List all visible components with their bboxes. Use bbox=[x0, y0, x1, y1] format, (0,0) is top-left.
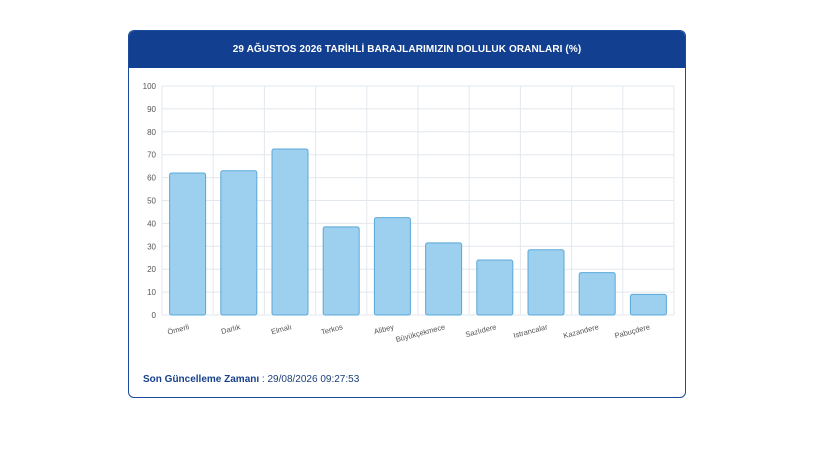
x-tick-label: Darlık bbox=[220, 322, 241, 336]
last-update-label: Son Güncelleme Zamanı bbox=[143, 374, 260, 385]
bar bbox=[527, 249, 565, 316]
y-tick-label: 20 bbox=[147, 265, 156, 274]
x-tick-label: Kazandere bbox=[562, 322, 599, 340]
y-tick-label: 30 bbox=[147, 242, 156, 251]
y-tick-label: 50 bbox=[147, 197, 156, 206]
x-tick-label: Büyükçekmece bbox=[395, 322, 446, 344]
x-tick-label: Pabuçdere bbox=[614, 322, 651, 340]
y-tick-label: 60 bbox=[147, 174, 156, 183]
x-tick-label: Terkos bbox=[320, 322, 344, 336]
x-tick-label: Ömerli bbox=[166, 322, 190, 336]
y-tick-label: 80 bbox=[147, 128, 156, 137]
bar bbox=[271, 148, 309, 316]
y-tick-label: 100 bbox=[143, 82, 157, 91]
bar bbox=[373, 217, 411, 316]
x-tick-label: Istrancalar bbox=[512, 322, 549, 340]
bar-chart: 0 10 20 30 40 50 60 70 80 90 100 Ömerli Darlık Elmalı… bbox=[143, 82, 675, 344]
bar bbox=[169, 172, 207, 316]
bar bbox=[425, 242, 463, 316]
y-tick-label: 40 bbox=[147, 219, 156, 228]
last-update-value: 29/08/2026 09:27:53 bbox=[267, 374, 360, 385]
x-tick-label: Elmalı bbox=[270, 322, 292, 336]
bar bbox=[629, 293, 667, 316]
x-tick-label: Sazlıdere bbox=[464, 322, 497, 339]
chart-title: 29 AĞUSTOS 2026 TARİHLİ BARAJLARIMIZIN D… bbox=[129, 31, 685, 68]
y-tick-label: 70 bbox=[147, 151, 156, 160]
bar bbox=[220, 170, 258, 316]
bar bbox=[578, 272, 616, 316]
x-tick-label: Alibey bbox=[373, 322, 395, 336]
chart-card: 29 AĞUSTOS 2026 TARİHLİ BARAJLARIMIZIN D… bbox=[128, 30, 686, 398]
y-tick-label: 0 bbox=[152, 311, 157, 320]
bar bbox=[476, 259, 514, 316]
bar bbox=[322, 226, 360, 316]
last-update: Son Güncelleme Zamanı : 29/08/2026 09:27… bbox=[143, 374, 359, 385]
y-tick-label: 90 bbox=[147, 105, 156, 114]
last-update-separator: : bbox=[259, 374, 268, 385]
y-tick-label: 10 bbox=[147, 288, 156, 297]
